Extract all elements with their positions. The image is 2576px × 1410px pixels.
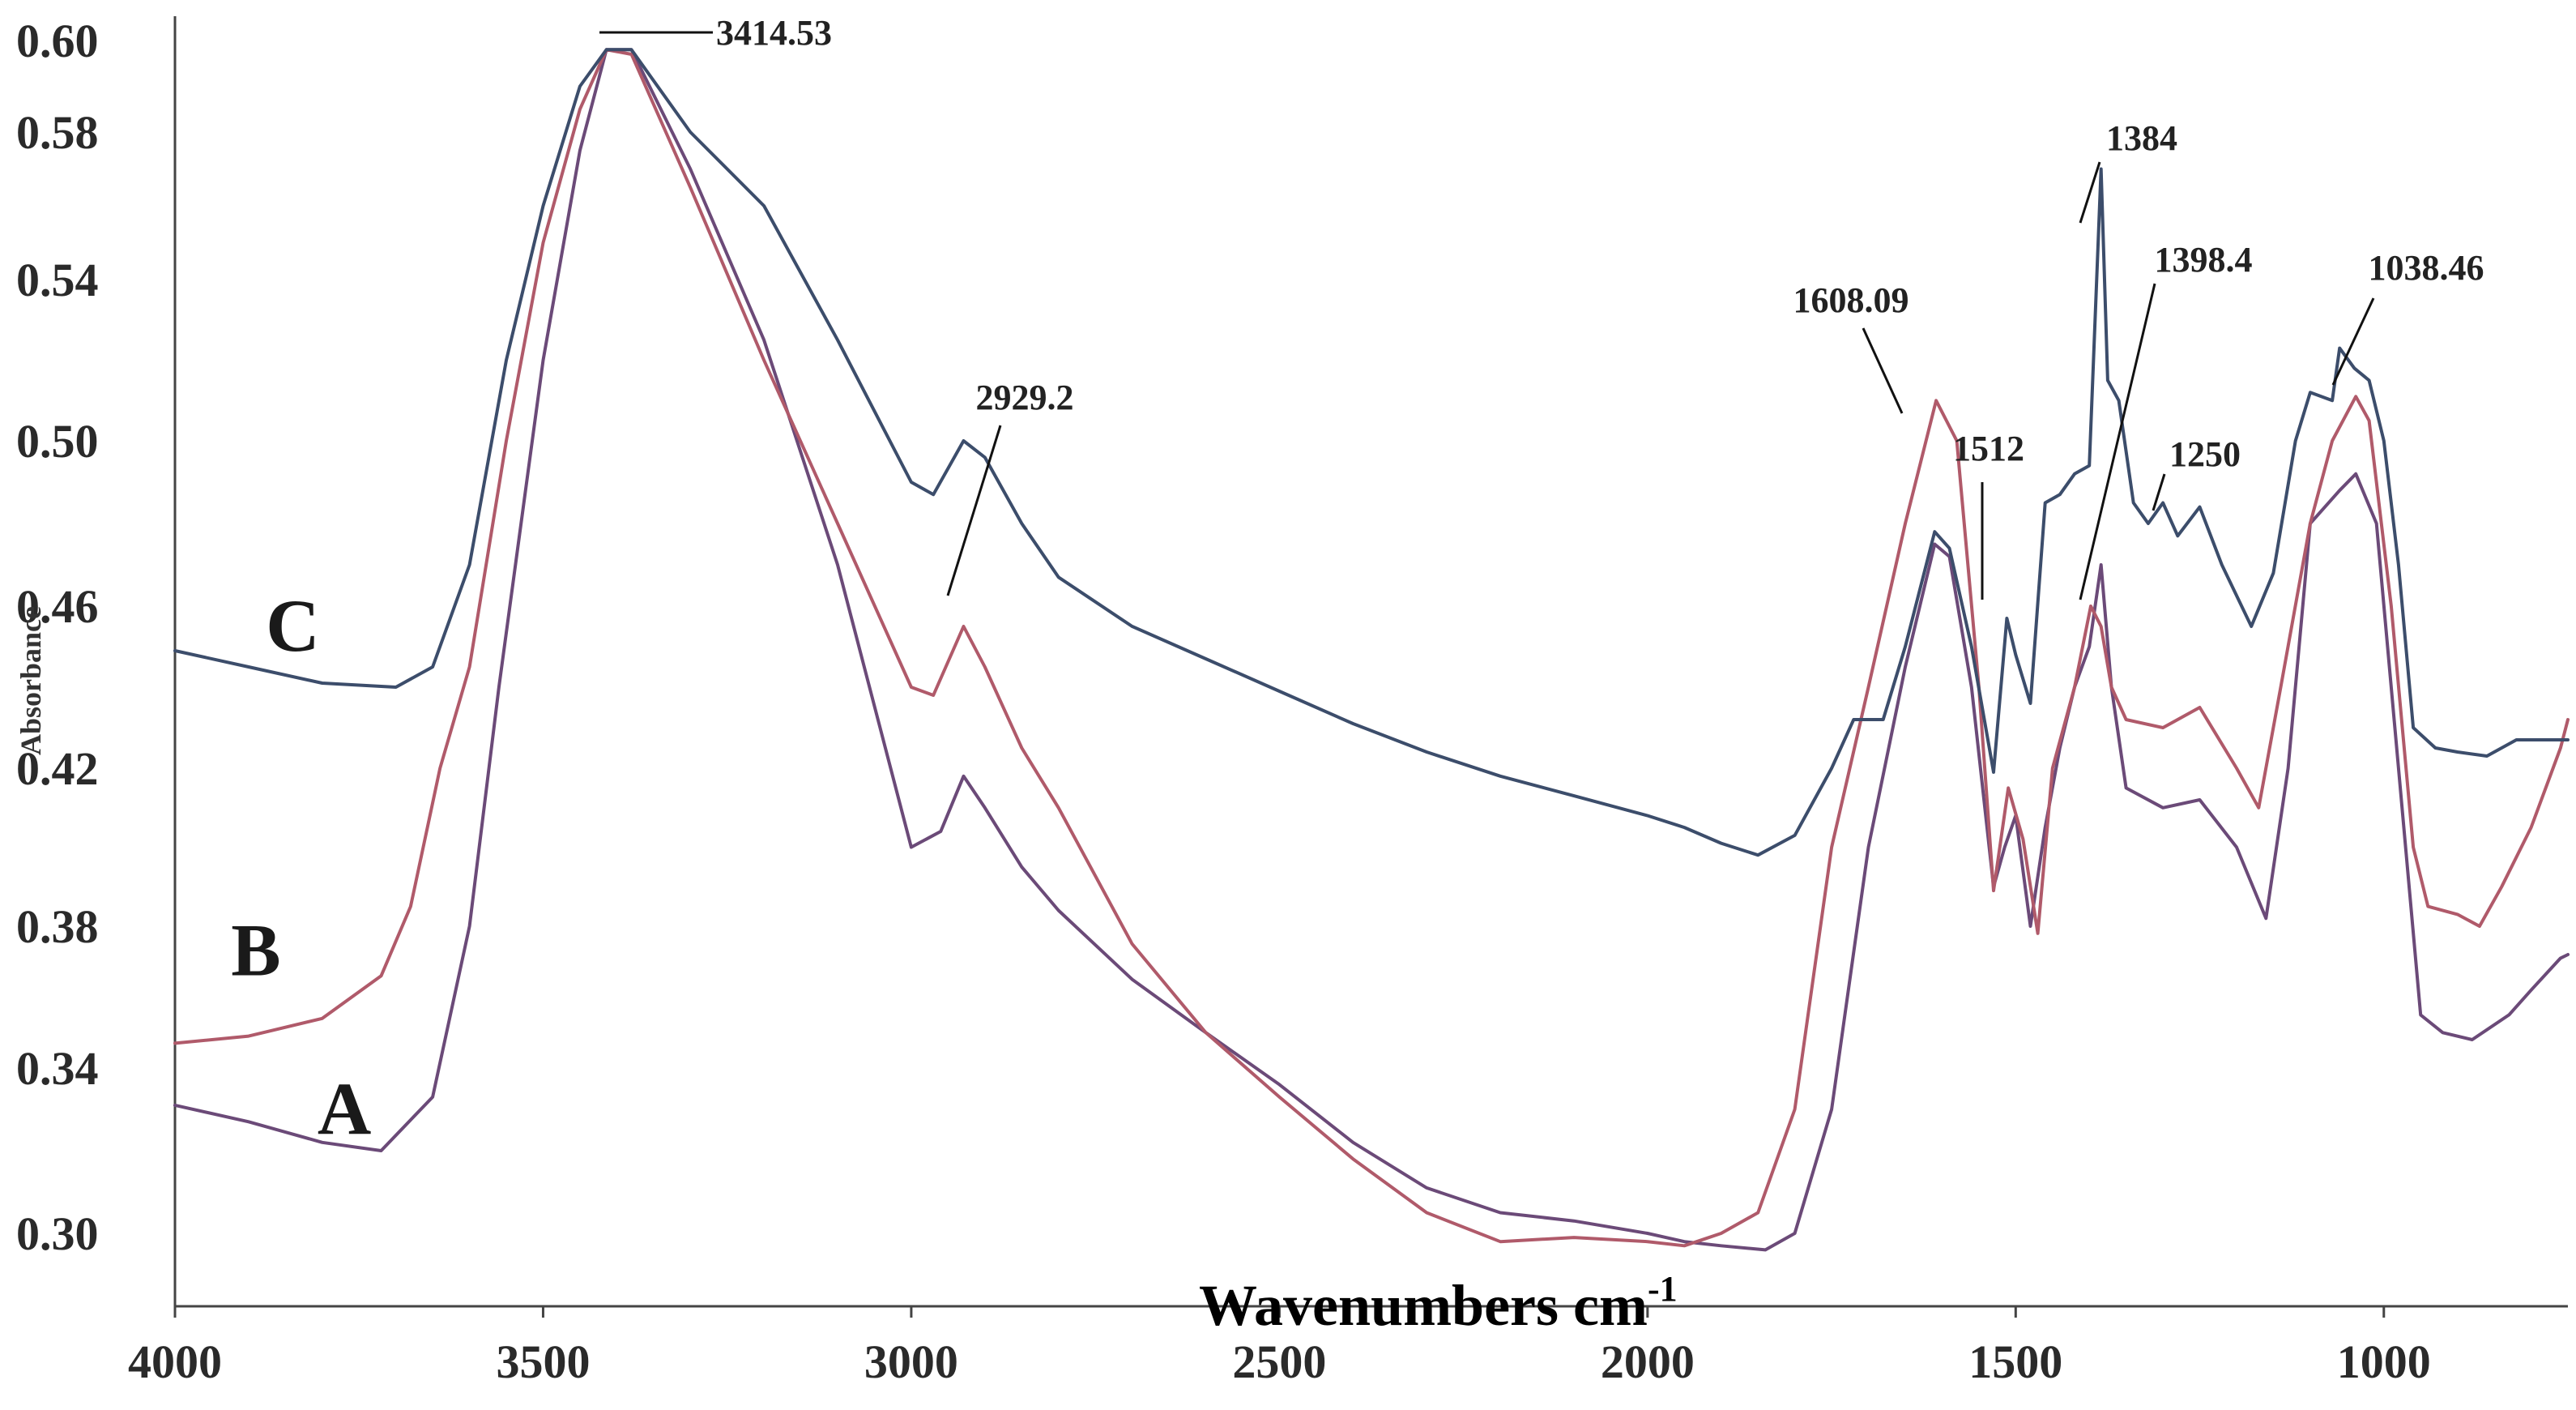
x-tick-label: 2000 <box>1601 1335 1695 1388</box>
y-tick-label: 0.38 <box>16 900 99 953</box>
series-label-A: A <box>318 1067 371 1150</box>
series-label-C: C <box>266 584 319 667</box>
x-tick-labels: 4000 3500 3000 2500 2000 1500 1000 <box>128 1306 2431 1388</box>
y-tick-label: 0.54 <box>16 254 99 306</box>
peak-label-1250: 1250 <box>2169 434 2241 474</box>
peak-leader-1038.46 <box>2331 297 2375 386</box>
x-tick-label: 1000 <box>2337 1335 2431 1388</box>
series-line-A <box>173 48 2570 1252</box>
x-axis-label-superscript: -1 <box>1648 1269 1678 1309</box>
x-axis-label: Wavenumbers cm-1 <box>1199 1269 1678 1338</box>
series-labels: AB C <box>231 584 371 1150</box>
peak-label-1038.46: 1038.46 <box>2369 248 2484 288</box>
y-tick-label: 0.58 <box>16 106 99 159</box>
peak-leader-1250 <box>2152 473 2166 511</box>
spectra-curves <box>173 48 2570 1252</box>
series-label-B: B <box>231 909 280 992</box>
peak-annotations: 3414.53 2929.2 1608.09 1512 1384 1398.4 1250 10… <box>716 13 2484 474</box>
peak-label-2929.2: 2929.2 <box>976 378 1074 417</box>
peak-leader-1398.4 <box>2079 283 2156 600</box>
peak-label-1384: 1384 <box>2106 118 2177 158</box>
peak-leader-1384 <box>2079 161 2101 224</box>
x-tick-label: 4000 <box>128 1335 222 1388</box>
x-axis-label-text: Wavenumbers cm <box>1199 1273 1648 1338</box>
x-tick-label: 2500 <box>1232 1335 1326 1388</box>
y-axis-label: Absorbance <box>15 606 47 755</box>
y-tick-label: 0.60 <box>16 15 99 67</box>
series-line-B <box>173 48 2570 1248</box>
series-line-C <box>173 48 2570 857</box>
y-tick-label: 0.30 <box>16 1207 99 1260</box>
peak-label-1512: 1512 <box>1953 429 2024 468</box>
x-tick-label: 3500 <box>496 1335 590 1388</box>
peak-label-1398.4: 1398.4 <box>2155 240 2253 280</box>
plot-frame <box>173 16 2568 1308</box>
y-tick-label: 0.42 <box>16 742 99 795</box>
x-tick-label: 1500 <box>1968 1335 2062 1388</box>
peak-leader-2929.2 <box>946 425 1002 596</box>
y-tick-labels: 0.30 0.34 0.38 0.42 0.46 0.50 0.54 0.58 0.60 <box>16 15 99 1260</box>
peak-leader-1608.09 <box>1862 327 1904 414</box>
y-tick-label: 0.34 <box>16 1042 99 1095</box>
y-tick-label: 0.46 <box>16 580 99 633</box>
peak-label-1608.09: 1608.09 <box>1793 280 1909 320</box>
peak-leader-lines <box>599 31 2375 600</box>
peak-label-3414.53: 3414.53 <box>716 13 832 53</box>
y-tick-label: 0.50 <box>16 415 99 468</box>
x-tick-label: 3000 <box>864 1335 958 1388</box>
